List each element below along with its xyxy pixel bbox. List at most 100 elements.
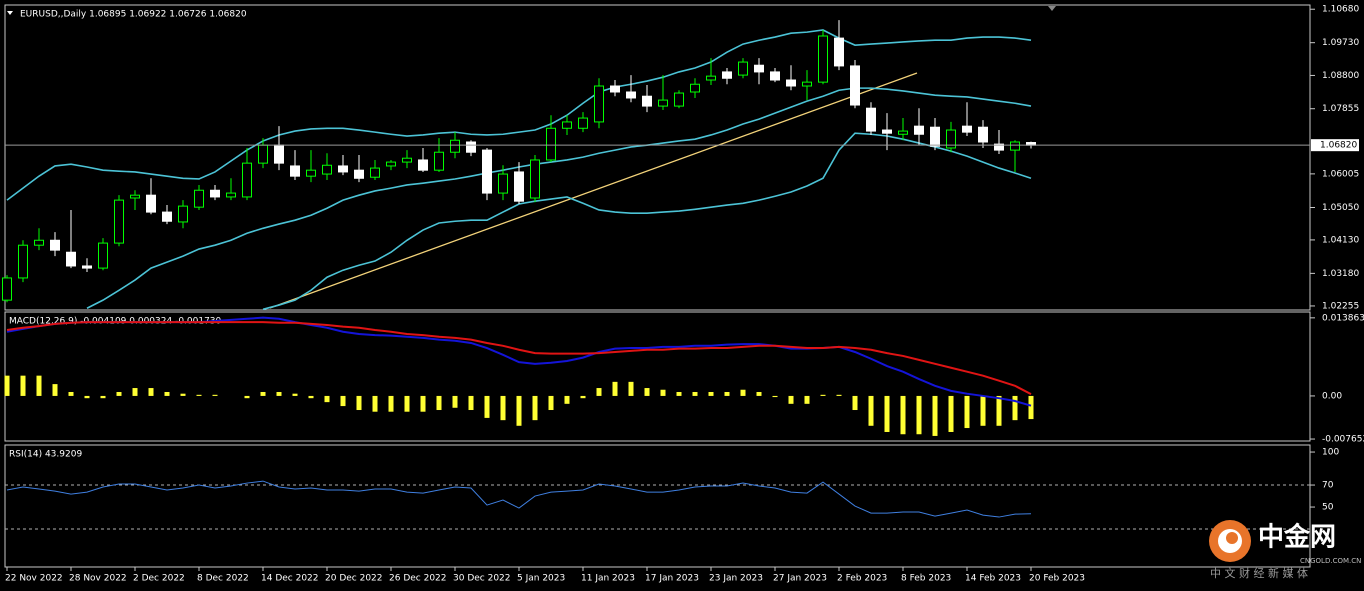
histogram-bar: [852, 395, 858, 411]
x-tick-label: 28 Nov 2022: [69, 574, 127, 584]
y-tick-label: 0.00: [1322, 391, 1342, 401]
shift-marker: [1048, 6, 1056, 11]
histogram-bar: [548, 395, 554, 411]
histogram-bar: [180, 393, 186, 396]
candle-body: [98, 242, 108, 269]
histogram-bar: [980, 395, 986, 426]
candle-body: [802, 81, 812, 87]
candle-body: [994, 143, 1004, 151]
y-tick-label: 1.10680: [1322, 5, 1359, 15]
y-tick-label: 1.03180: [1322, 269, 1359, 279]
candle-body: [2, 277, 12, 301]
histogram-bar: [212, 394, 218, 396]
histogram-bar: [20, 375, 26, 396]
x-tick-label: 20 Feb 2023: [1029, 574, 1085, 584]
candle-body: [482, 149, 492, 194]
histogram-bar: [148, 388, 154, 396]
candle-body: [290, 165, 300, 177]
candle-body: [402, 157, 412, 163]
candle-body: [770, 71, 780, 81]
candle-body: [450, 139, 460, 153]
y-tick-label: 100: [1322, 448, 1339, 458]
candle-body: [658, 99, 668, 107]
histogram-bar: [708, 391, 714, 396]
current-price-box: [1311, 139, 1359, 152]
histogram-bar: [644, 388, 650, 396]
x-tick-label: 14 Feb 2023: [965, 574, 1021, 584]
histogram-bar: [388, 395, 394, 412]
histogram-bar: [532, 395, 538, 421]
x-tick-label: 2 Feb 2023: [837, 574, 887, 584]
candle-body: [418, 159, 428, 171]
candle-body: [82, 265, 92, 269]
histogram-bar: [1028, 395, 1034, 420]
histogram-bar: [884, 395, 890, 432]
y-tick-label: 1.05050: [1322, 203, 1359, 213]
candle-body: [962, 125, 972, 133]
candle-body: [18, 244, 28, 279]
histogram-bar: [260, 391, 266, 396]
histogram-bar: [436, 395, 442, 411]
watermark-tagline: 中 文 财 经 新 媒 体: [1210, 566, 1308, 580]
candle-body: [546, 127, 556, 161]
candle-body: [242, 162, 252, 198]
histogram-bar: [468, 395, 474, 411]
candle-body: [722, 71, 732, 79]
histogram-bar: [292, 393, 298, 396]
candle-body: [610, 85, 620, 93]
y-tick-label: -0.007652: [1322, 435, 1364, 445]
indicator-title: EURUSD,,Daily 1.06895 1.06922 1.06726 1.…: [20, 10, 247, 20]
candle-body: [194, 189, 204, 208]
candle-body: [834, 37, 844, 67]
indicator-line: [6, 29, 1032, 201]
candle-body: [786, 79, 796, 87]
x-tick-label: 5 Jan 2023: [517, 574, 565, 584]
candle-body: [1010, 141, 1020, 151]
histogram-bar: [740, 389, 746, 396]
current-price-label: 1.06820: [1320, 141, 1357, 151]
y-tick-label: 1.04130: [1322, 235, 1359, 245]
candle-body: [274, 144, 284, 164]
histogram-bar: [500, 395, 506, 421]
histogram-bar: [324, 395, 330, 403]
candle-body: [706, 75, 716, 81]
y-tick-label: 50: [1322, 503, 1334, 513]
x-tick-label: 11 Jan 2023: [581, 574, 635, 584]
candle-body: [34, 239, 44, 246]
x-tick-label: 30 Dec 2022: [453, 574, 511, 584]
histogram-bar: [452, 395, 458, 408]
candle-body: [114, 199, 124, 244]
histogram-bar: [68, 391, 74, 396]
histogram-bar: [628, 381, 634, 396]
candle-body: [818, 35, 828, 83]
candle-body: [754, 64, 764, 73]
candle-body: [930, 126, 940, 147]
candle-body: [258, 144, 268, 164]
candle-body: [530, 159, 540, 199]
candle-body: [322, 164, 332, 175]
histogram-bar: [36, 375, 42, 396]
histogram-bar: [820, 394, 826, 396]
candle-body: [226, 192, 236, 198]
candle-body: [66, 251, 76, 267]
y-tick-label: 70: [1322, 481, 1334, 491]
candle-body: [978, 126, 988, 143]
menu-arrow[interactable]: [7, 11, 13, 15]
histogram-bar: [276, 391, 282, 396]
y-tick-label: 1.08800: [1322, 71, 1359, 81]
y-tick-label: 1.07855: [1322, 104, 1359, 114]
histogram-bar: [804, 395, 810, 404]
indicator-title: RSI(14) 43.9209: [9, 450, 82, 460]
candle-body: [210, 189, 220, 198]
candle-body: [386, 161, 396, 167]
candle-body: [146, 194, 156, 213]
histogram-bar: [84, 395, 90, 399]
x-tick-label: 22 Nov 2022: [5, 574, 63, 584]
histogram-bar: [420, 395, 426, 412]
candle-body: [50, 239, 60, 251]
indicator-line: [6, 321, 1032, 395]
price-panel: [4, 4, 1311, 311]
y-tick-label: 1.06005: [1322, 169, 1359, 179]
